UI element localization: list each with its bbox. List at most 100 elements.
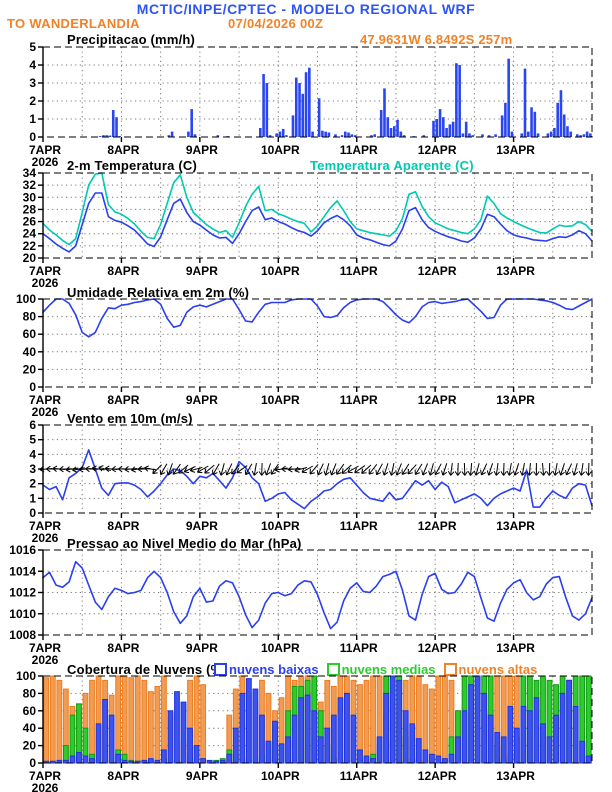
svg-text:3: 3	[29, 76, 36, 90]
svg-text:5: 5	[29, 40, 36, 54]
svg-text:1012: 1012	[9, 586, 36, 600]
svg-text:8APR: 8APR	[107, 143, 139, 157]
svg-text:10APR: 10APR	[261, 264, 300, 278]
low-clouds-swatch-icon	[214, 663, 227, 676]
svg-text:28: 28	[23, 202, 37, 216]
svg-text:10APR: 10APR	[261, 393, 300, 407]
svg-text:1014: 1014	[9, 564, 36, 578]
svg-text:7APR: 7APR	[29, 519, 61, 533]
apparent-temperature-label: Temperatura Aparente (C)	[310, 158, 474, 173]
legend-item-mid-clouds: nuvens medias	[326, 662, 436, 677]
svg-text:7APR: 7APR	[29, 769, 61, 783]
svg-text:2026: 2026	[32, 155, 59, 167]
svg-text:0: 0	[29, 380, 36, 394]
svg-text:9APR: 9APR	[186, 393, 218, 407]
svg-text:3: 3	[29, 462, 36, 476]
svg-text:20: 20	[23, 251, 37, 265]
svg-text:1016: 1016	[9, 543, 36, 557]
legend-label: nuvens medias	[341, 662, 436, 677]
svg-text:2026: 2026	[32, 276, 59, 288]
svg-text:60: 60	[23, 704, 37, 718]
svg-text:60: 60	[23, 327, 37, 341]
page-title: MCTIC/INPE/CPTEC - MODELO REGIONAL WRF	[136, 1, 476, 17]
svg-text:9APR: 9APR	[186, 519, 218, 533]
svg-text:10APR: 10APR	[261, 519, 300, 533]
pressure-title: Pressao ao Nivel Medio do Mar (hPa)	[67, 536, 302, 551]
legend-item-low-clouds: nuvens baixas	[214, 662, 319, 677]
svg-text:80: 80	[23, 310, 37, 324]
precipitation-title: Precipitacao (mm/h)	[67, 32, 196, 47]
svg-text:2026: 2026	[32, 781, 59, 792]
svg-text:4: 4	[29, 58, 36, 72]
svg-text:24: 24	[23, 227, 37, 241]
svg-text:40: 40	[23, 721, 37, 735]
svg-text:8APR: 8APR	[107, 264, 139, 278]
svg-text:5: 5	[29, 433, 36, 447]
svg-text:12APR: 12APR	[418, 143, 457, 157]
clouds-title: Cobertura de Nuvens (%)	[67, 662, 227, 677]
svg-text:100: 100	[16, 669, 36, 683]
svg-text:8APR: 8APR	[107, 769, 139, 783]
svg-text:2: 2	[29, 477, 36, 491]
temperature-title: 2-m Temperatura (C)	[67, 158, 197, 173]
svg-text:1: 1	[29, 491, 36, 505]
svg-text:8APR: 8APR	[107, 393, 139, 407]
clouds-legend: nuvens baixas nuvens medias nuvens altas	[214, 662, 537, 677]
svg-text:12APR: 12APR	[418, 769, 457, 783]
svg-text:2: 2	[29, 94, 36, 108]
station-label: TO WANDERLANDIA	[7, 16, 140, 31]
svg-text:34: 34	[23, 166, 37, 180]
svg-text:9APR: 9APR	[186, 641, 218, 655]
svg-text:30: 30	[23, 190, 37, 204]
svg-text:9APR: 9APR	[186, 264, 218, 278]
svg-text:13APR: 13APR	[496, 393, 535, 407]
svg-text:2026: 2026	[32, 653, 59, 665]
svg-text:0: 0	[29, 756, 36, 770]
svg-text:13APR: 13APR	[496, 641, 535, 655]
svg-text:7APR: 7APR	[29, 264, 61, 278]
location-coordinates: 47.9631W 6.8492S 257m	[360, 32, 513, 47]
svg-text:80: 80	[23, 686, 37, 700]
run-datetime: 07/04/2026 00Z	[228, 16, 324, 31]
svg-text:11APR: 11APR	[340, 393, 378, 407]
svg-text:10APR: 10APR	[261, 143, 300, 157]
svg-text:13APR: 13APR	[496, 769, 535, 783]
svg-text:20: 20	[23, 739, 37, 753]
svg-text:1010: 1010	[9, 607, 36, 621]
svg-text:0: 0	[29, 130, 36, 144]
legend-label: nuvens altas	[458, 662, 538, 677]
svg-text:7APR: 7APR	[29, 393, 61, 407]
svg-text:11APR: 11APR	[340, 641, 378, 655]
high-clouds-swatch-icon	[443, 663, 457, 676]
svg-text:9APR: 9APR	[186, 769, 218, 783]
svg-text:11APR: 11APR	[340, 264, 378, 278]
svg-text:9APR: 9APR	[186, 143, 218, 157]
svg-text:8APR: 8APR	[107, 519, 139, 533]
svg-text:13APR: 13APR	[496, 143, 535, 157]
wind-title: Vento em 10m (m/s)	[67, 411, 193, 426]
svg-text:32: 32	[23, 178, 37, 192]
humidity-title: Umidade Relativa em 2m (%)	[67, 285, 250, 300]
svg-text:2026: 2026	[32, 405, 59, 417]
svg-text:20: 20	[23, 362, 37, 376]
svg-text:11APR: 11APR	[340, 519, 378, 533]
svg-text:0: 0	[29, 506, 36, 520]
legend-item-high-clouds: nuvens altas	[443, 662, 538, 677]
svg-text:6: 6	[29, 418, 36, 432]
svg-text:12APR: 12APR	[418, 641, 457, 655]
mid-clouds-swatch-icon	[326, 663, 340, 676]
legend-label: nuvens baixas	[229, 662, 319, 677]
svg-text:12APR: 12APR	[418, 519, 457, 533]
svg-text:10APR: 10APR	[261, 641, 300, 655]
svg-text:1008: 1008	[9, 628, 36, 642]
svg-text:11APR: 11APR	[340, 143, 378, 157]
svg-text:40: 40	[23, 345, 37, 359]
svg-text:13APR: 13APR	[496, 519, 535, 533]
svg-text:2026: 2026	[32, 531, 59, 543]
